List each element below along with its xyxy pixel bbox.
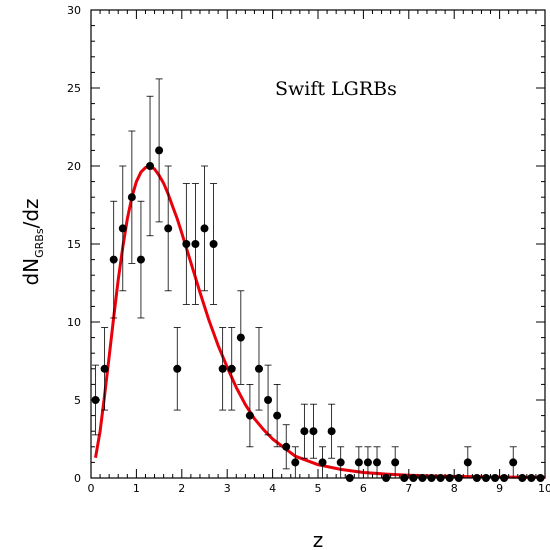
chart-annotation: Swift LGRBs xyxy=(275,78,397,100)
data-point xyxy=(227,364,236,373)
x-tick-label: 1 xyxy=(133,482,140,495)
tick-layer: 0 1 2 3 4 5 6 7 8 9 10 0 5 10 15 20 25 30 xyxy=(67,4,550,495)
x-tick-label: 10 xyxy=(538,482,550,495)
data-point xyxy=(191,240,200,248)
data-point xyxy=(209,240,218,248)
data-point xyxy=(136,255,145,264)
y-axis-label-prefix: dN xyxy=(19,258,43,286)
data-point xyxy=(309,427,318,436)
model-curve xyxy=(94,164,546,479)
y-axis-label: dNGRBs/dz xyxy=(19,198,46,285)
y-tick-label: 5 xyxy=(74,394,81,407)
x-tick-label: 6 xyxy=(360,482,367,495)
data-point xyxy=(373,458,382,467)
y-tick-label: 25 xyxy=(67,82,81,95)
data-point xyxy=(236,333,245,342)
data-point-layer xyxy=(91,146,545,482)
y-tick-label: 20 xyxy=(67,160,81,173)
data-point xyxy=(218,364,227,373)
data-point xyxy=(155,146,164,155)
data-point xyxy=(300,427,309,436)
model-curve-layer xyxy=(94,164,546,479)
x-tick-label: 7 xyxy=(405,482,412,495)
data-point xyxy=(336,458,345,467)
data-point xyxy=(118,224,127,233)
data-point xyxy=(291,458,300,467)
error-bar-layer xyxy=(92,78,517,479)
data-point xyxy=(363,458,372,467)
data-point xyxy=(391,458,400,467)
x-tick-label: 8 xyxy=(451,482,458,495)
data-point xyxy=(182,240,191,248)
data-point xyxy=(264,396,273,404)
data-point xyxy=(318,458,327,467)
data-point xyxy=(463,458,472,467)
y-tick-label: 15 xyxy=(67,238,81,251)
x-tick-label: 2 xyxy=(178,482,185,495)
y-tick-label: 10 xyxy=(67,316,81,329)
data-point xyxy=(273,411,282,420)
x-tick-label: 3 xyxy=(224,482,231,495)
x-tick-label: 9 xyxy=(496,482,503,495)
data-point xyxy=(109,255,118,264)
x-axis-label: z xyxy=(313,528,324,550)
y-tick-label: 0 xyxy=(74,472,81,485)
data-point xyxy=(173,364,182,373)
data-point xyxy=(254,364,263,373)
y-axis-label-subscript: GRBs xyxy=(33,228,46,258)
x-tick-label: 4 xyxy=(269,482,276,495)
x-tick-label: 5 xyxy=(315,482,322,495)
data-point xyxy=(354,458,363,467)
data-point xyxy=(100,364,109,373)
data-point xyxy=(245,411,254,420)
data-point xyxy=(200,224,209,233)
data-point xyxy=(146,162,155,170)
data-point xyxy=(509,458,518,467)
y-tick-label: 30 xyxy=(67,4,81,17)
data-point xyxy=(164,224,173,233)
data-point xyxy=(327,427,336,436)
data-point xyxy=(127,193,136,202)
x-tick-label: 0 xyxy=(88,482,95,495)
y-axis-label-suffix: /dz xyxy=(19,198,43,228)
data-point xyxy=(282,442,291,451)
